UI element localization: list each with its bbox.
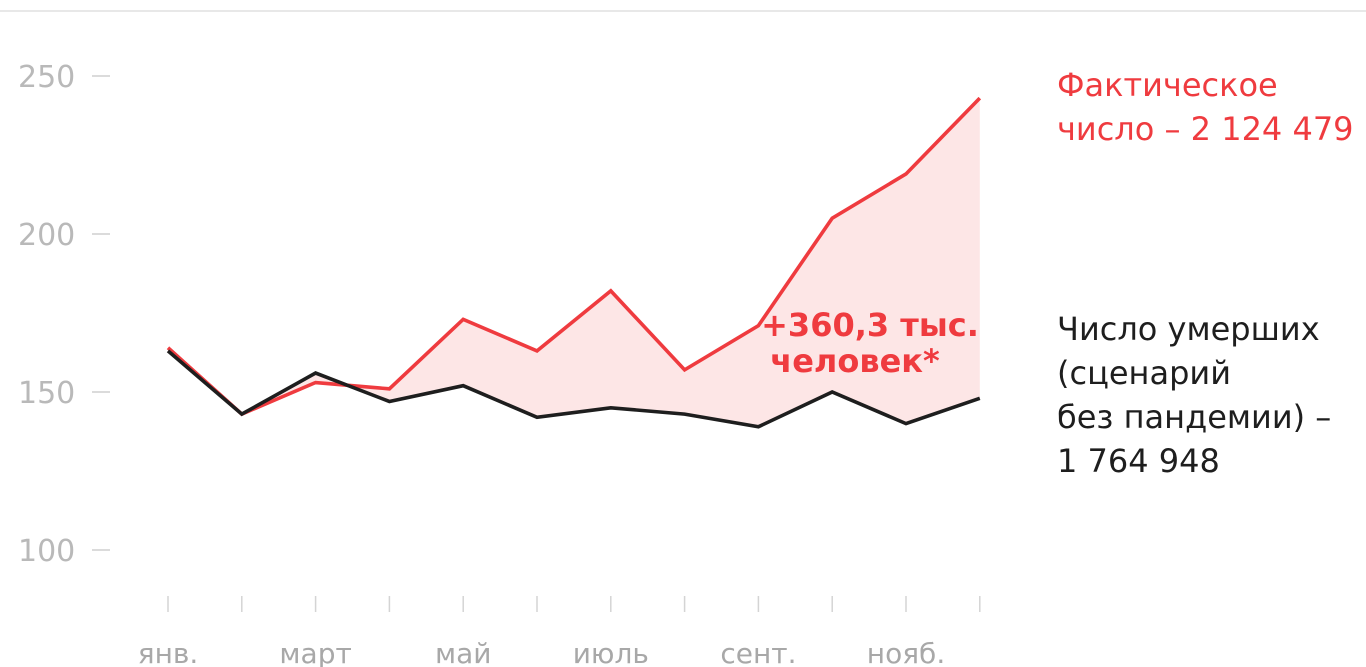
x-tick-label: сент.: [720, 637, 796, 667]
legend-actual-line: число – 2 124 479: [1057, 110, 1354, 148]
y-tick-label: 150: [18, 376, 75, 411]
x-tick-label: нояб.: [867, 637, 945, 667]
actual-series-line: [166, 96, 982, 417]
legend-actual-line: Фактическое: [1057, 66, 1278, 104]
x-tick-label: янв.: [138, 637, 199, 667]
excess-area: [168, 98, 980, 427]
legend-baseline-line: (сценарий: [1057, 354, 1231, 392]
y-tick-label: 100: [18, 534, 75, 569]
baseline-series-line: [166, 349, 981, 429]
y-tick-label: 200: [18, 218, 75, 253]
x-tick-label: май: [435, 637, 491, 667]
legend-baseline-line: Число умерших: [1057, 310, 1320, 348]
excess-annotation-line: человек*: [770, 342, 940, 380]
y-tick-label: 250: [18, 60, 75, 95]
x-tick-label: июль: [573, 637, 649, 667]
x-tick-label: март: [279, 637, 351, 667]
excess-annotation-line: +360,3 тыс.: [761, 306, 979, 344]
legend-baseline-line: 1 764 948: [1057, 442, 1220, 480]
legend-baseline-line: без пандемии) –: [1057, 398, 1331, 436]
